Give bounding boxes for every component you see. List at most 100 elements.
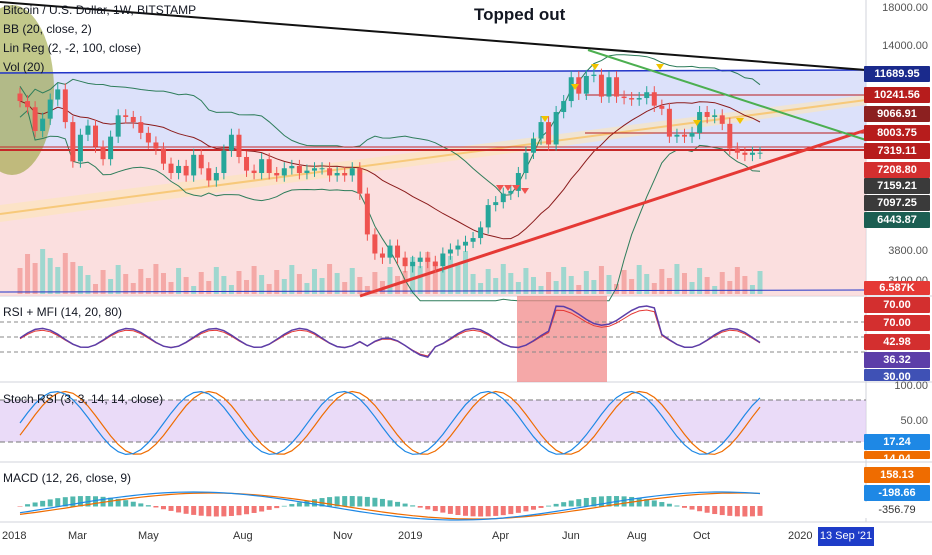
macd-hist-bar	[123, 500, 129, 507]
candle-body	[425, 257, 431, 262]
candle-body	[402, 257, 408, 267]
candle-body	[115, 115, 121, 137]
macd-hist-bar	[493, 506, 499, 516]
volume-bar	[364, 286, 370, 294]
candle-body	[636, 98, 642, 100]
rsi-label: 30.00	[864, 369, 930, 381]
macd-hist-bar	[70, 496, 76, 507]
volume-bar	[553, 281, 559, 294]
candle-body	[629, 98, 635, 100]
volume-bar	[598, 266, 604, 294]
candle-body	[100, 146, 106, 160]
candle-body	[25, 101, 31, 108]
volume-bar	[568, 276, 574, 294]
candle-body	[160, 148, 166, 164]
price-label: 7159.21	[864, 178, 930, 194]
candle-body	[432, 261, 438, 267]
candle-body	[364, 193, 370, 235]
volume-bar	[62, 253, 68, 294]
volume-bar	[470, 274, 476, 294]
volume-bar	[251, 266, 257, 294]
price-label: 8003.75	[864, 125, 930, 141]
rsi-label: 70.00	[864, 315, 930, 331]
macd-hist-bar	[244, 506, 250, 515]
ascending-trendline	[359, 128, 867, 298]
indicator-linreg: Lin Reg (2, -2, 100, close)	[3, 41, 142, 55]
macd-hist-bar	[681, 506, 687, 508]
macd-hist-bar	[508, 506, 514, 515]
volume-bar	[432, 261, 438, 294]
channel-fill	[0, 70, 866, 150]
x-tick: Nov	[333, 530, 353, 542]
volume-bar	[644, 274, 650, 294]
candle-body	[327, 168, 333, 176]
price-label: 10241.56	[864, 87, 930, 103]
mfi-line	[19, 309, 761, 357]
macd-hist-bar	[463, 506, 469, 516]
indicator-bb: BB (20, close, 2)	[3, 22, 92, 36]
candle-body	[659, 105, 665, 109]
candle-body	[77, 134, 83, 162]
volume-bar	[145, 278, 151, 294]
macd-hist-bar	[402, 503, 408, 507]
macd-hist-bar	[546, 505, 552, 507]
macd-hist-bar	[621, 496, 627, 507]
candle-body	[719, 115, 725, 124]
candle-body	[62, 89, 68, 123]
candle-body	[583, 75, 589, 94]
macd-hist-bar	[47, 499, 53, 507]
macd-hist-bar	[749, 506, 755, 517]
macd-hist-bar	[606, 496, 612, 507]
macd-hist-bar	[281, 505, 287, 507]
macd-hist-bar	[591, 497, 597, 507]
volume-bar	[244, 280, 250, 294]
volume-bar	[410, 257, 416, 294]
price-label: 7319.11	[864, 143, 930, 159]
candle-body	[538, 122, 544, 139]
volume-bar	[372, 272, 378, 294]
candle-body	[493, 202, 499, 206]
volume-bar	[463, 251, 469, 294]
candle-body	[319, 168, 325, 170]
volume-bar	[659, 269, 665, 294]
macd-hist-bar	[568, 500, 574, 507]
volume-bar	[93, 284, 99, 294]
volume-bar	[304, 283, 310, 294]
candle-body	[447, 249, 453, 254]
macd-hist-bar	[689, 506, 695, 510]
volume-bar	[530, 277, 536, 294]
candle-body	[712, 115, 718, 117]
volume-bar	[138, 269, 144, 294]
candle-body	[606, 77, 612, 97]
macd-hist-bar	[379, 498, 385, 507]
candle-body	[455, 245, 461, 250]
candle-body	[734, 148, 740, 153]
x-tick: 2018	[2, 530, 27, 542]
candle-body	[546, 122, 552, 145]
macd-hist-bar	[530, 506, 536, 510]
volume-bar	[493, 278, 499, 294]
candle-body	[168, 163, 174, 174]
candle-body	[689, 132, 695, 137]
date-badge[interactable]: 13 Sep '21	[818, 527, 874, 546]
macd-panel-title: MACD (12, 26, close, 9)	[3, 471, 132, 485]
macd-hist-bar	[206, 506, 212, 517]
highlight-circle	[0, 5, 54, 175]
x-tick: May	[138, 530, 159, 542]
volume-bar	[108, 279, 114, 294]
macd-hist-bar	[25, 504, 31, 507]
volume-bar	[704, 277, 710, 294]
signal-marker	[571, 84, 579, 90]
volume-bar	[274, 270, 280, 294]
candle-body	[85, 125, 91, 135]
macd-hist-bar	[576, 499, 582, 507]
price-label: 6.587K	[864, 281, 930, 295]
price-label: 6443.87	[864, 212, 930, 228]
macd-hist-bar	[432, 506, 438, 512]
candle-body	[674, 134, 680, 137]
macd-hist-bar	[727, 506, 733, 516]
x-tick: 2020	[788, 530, 813, 542]
macd-hist-bar	[674, 505, 680, 507]
macd-hist-bar	[77, 496, 83, 507]
